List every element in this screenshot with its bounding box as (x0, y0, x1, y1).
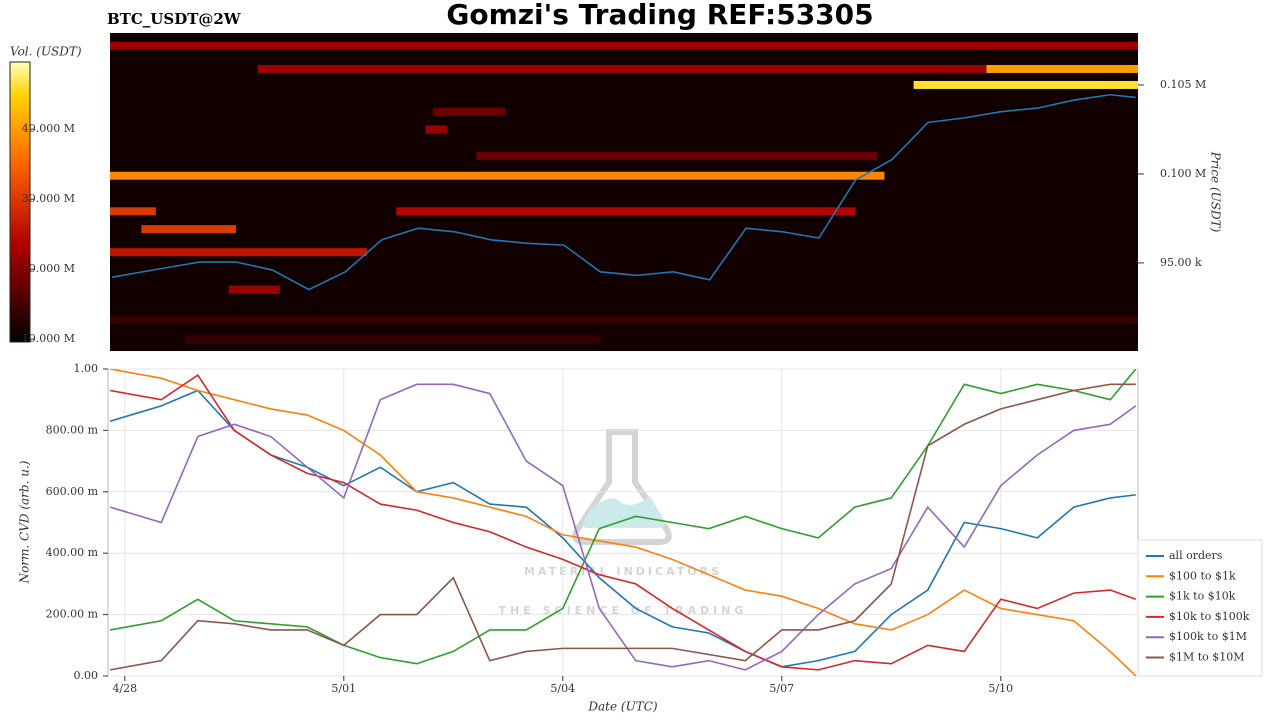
chart-subtitle: BTC_USDT@2W (107, 10, 242, 28)
liquidity-band (396, 207, 856, 216)
liquidity-band (110, 171, 885, 180)
y-tick-label: 0.100 M (1160, 167, 1206, 180)
watermark: MATERIAL INDICATORS (524, 565, 722, 578)
series-lines (109, 369, 1137, 676)
colorbar-tick-label: 40.000 M (22, 122, 75, 135)
liquidity-band (185, 335, 601, 344)
legend-label: $10k to $100k (1169, 610, 1250, 623)
legend-label: all orders (1169, 549, 1223, 562)
liquidity-band (476, 152, 878, 161)
watermark-icon (572, 429, 672, 545)
liquidity-band (110, 248, 368, 257)
legend-label: $100 to $1k (1169, 569, 1236, 582)
liquidity-band (110, 41, 1138, 50)
y-tick-label: 1.00 (74, 362, 99, 375)
liquidity-band (432, 107, 506, 116)
liquidity-band (986, 64, 1138, 73)
liquidity-band (141, 225, 237, 234)
series-line (110, 374, 1137, 671)
liquidity-band (425, 125, 448, 134)
legend-label: $100k to $1M (1169, 630, 1247, 643)
liquidity-band (228, 285, 280, 294)
colorbar-tick-label: 20.000 M (22, 262, 75, 275)
colorbar-tick-label: 30.000 M (22, 192, 75, 205)
x-tick-label: 4/28 (112, 682, 137, 695)
series-line (109, 383, 1137, 671)
x-axis-label: Date (UTC) (587, 700, 657, 714)
y-tick-label: 800.00 m (46, 423, 99, 436)
series-line (109, 389, 1136, 668)
legend-label: $1k to $10k (1169, 590, 1236, 603)
legend-label: $1M to $10M (1169, 651, 1245, 664)
series-line (110, 369, 1137, 665)
liquidity-band (110, 207, 156, 216)
price-line (112, 93, 1136, 291)
colorbar-label: Vol. (USDT) (10, 45, 82, 59)
colorbar-tick-label: 10.000 M (22, 332, 75, 345)
x-tick-label: 5/07 (769, 682, 794, 695)
y-tick-label: 0.105 M (1160, 78, 1206, 91)
legend (1137, 539, 1263, 677)
heatmap-background (110, 33, 1138, 351)
heatmap (110, 41, 1138, 344)
series-line (110, 383, 1136, 671)
x-tick-label: 5/01 (331, 682, 356, 695)
y-tick-label: 95.00 k (1160, 256, 1202, 269)
series-line (110, 369, 1137, 676)
x-tick-label: 5/04 (550, 682, 575, 695)
y-tick-label: 200.00 m (46, 608, 99, 621)
y-axis-label: Price (USDT) (1209, 151, 1223, 233)
y-tick-label: 0.00 (74, 669, 99, 682)
liquidity-band (110, 315, 1138, 324)
y-axis-label: Norm. CVD (arb. u.) (18, 460, 32, 584)
y-tick-label: 400.00 m (46, 546, 99, 559)
y-tick-label: 600.00 m (46, 485, 99, 498)
x-tick-label: 5/10 (988, 682, 1013, 695)
chart-title: Gomzi's Trading REF:53305 (446, 0, 873, 31)
colorbar (9, 61, 31, 343)
liquidity-band (257, 64, 987, 73)
liquidity-band (913, 80, 1138, 89)
